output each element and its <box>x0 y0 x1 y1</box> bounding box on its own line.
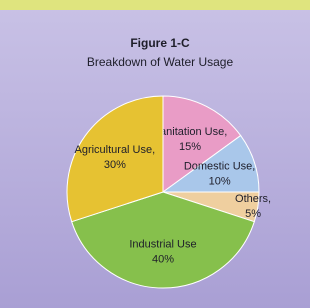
slice-label: Others, <box>235 193 271 205</box>
top-strip <box>0 0 310 10</box>
slice-value-label: 30% <box>104 159 126 171</box>
chart: Figure 1-C Breakdown of Water Usage Sani… <box>0 0 310 308</box>
slice-label: Industrial Use <box>129 238 196 250</box>
slice-value-label: 15% <box>179 141 201 153</box>
chart-subtitle: Breakdown of Water Usage <box>87 55 234 69</box>
slice-value-label: 40% <box>152 253 174 265</box>
chart-title: Figure 1-C <box>130 36 190 50</box>
slice-label: Domestic Use, <box>184 161 256 173</box>
slice-value-label: 5% <box>245 208 261 220</box>
slice-value-label: 10% <box>209 176 231 188</box>
slice-label: Agricultural Use, <box>74 144 155 156</box>
slice-label: Sanitation Use, <box>153 126 228 138</box>
